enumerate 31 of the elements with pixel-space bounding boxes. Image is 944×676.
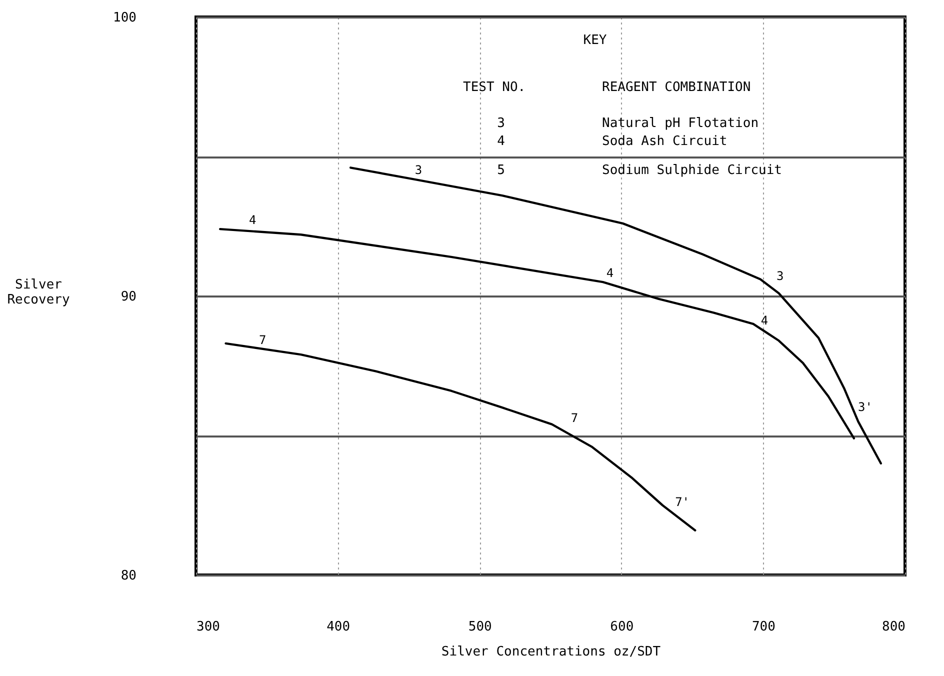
annotation: 3	[414, 162, 422, 177]
x-tick-label: 700	[752, 620, 776, 634]
x-tick-label: 400	[326, 620, 350, 634]
x-tick-label: 600	[610, 620, 634, 634]
annotation: Sodium Sulphide Circuit	[602, 163, 782, 178]
annotation: Natural pH Flotation	[602, 116, 759, 131]
y-axis-title: Silver Recovery	[7, 278, 70, 308]
annotation: 7'	[675, 494, 690, 509]
x-tick-label: 500	[468, 620, 492, 634]
x-tick-label: 800	[882, 620, 906, 634]
annotation: 4	[606, 266, 614, 280]
annotation: 3	[497, 116, 505, 131]
annotation: 7	[258, 333, 266, 348]
annotation: 7	[570, 411, 578, 426]
annotation: 3	[776, 268, 784, 283]
x-axis-title: Silver Concentrations oz/SDT	[441, 644, 661, 660]
annotation: 4	[760, 313, 768, 328]
line-series	[224, 342, 696, 532]
y-tick-label: 90	[120, 290, 136, 304]
y-tick-label: 100	[113, 10, 136, 26]
annotation: 4	[249, 213, 256, 228]
annotation: 5	[497, 163, 505, 178]
annotation: Soda Ash Circuit	[602, 134, 728, 149]
annotation: REAGENT COMBINATION	[602, 80, 751, 95]
x-tick-label: 300	[196, 620, 220, 634]
y-tick-label: 80	[120, 568, 136, 584]
line-series	[219, 228, 856, 440]
annotation: 4	[497, 134, 506, 149]
annotation: 3'	[858, 400, 872, 414]
annotation: KEY	[583, 33, 607, 48]
annotation: TEST NO.	[463, 80, 526, 95]
